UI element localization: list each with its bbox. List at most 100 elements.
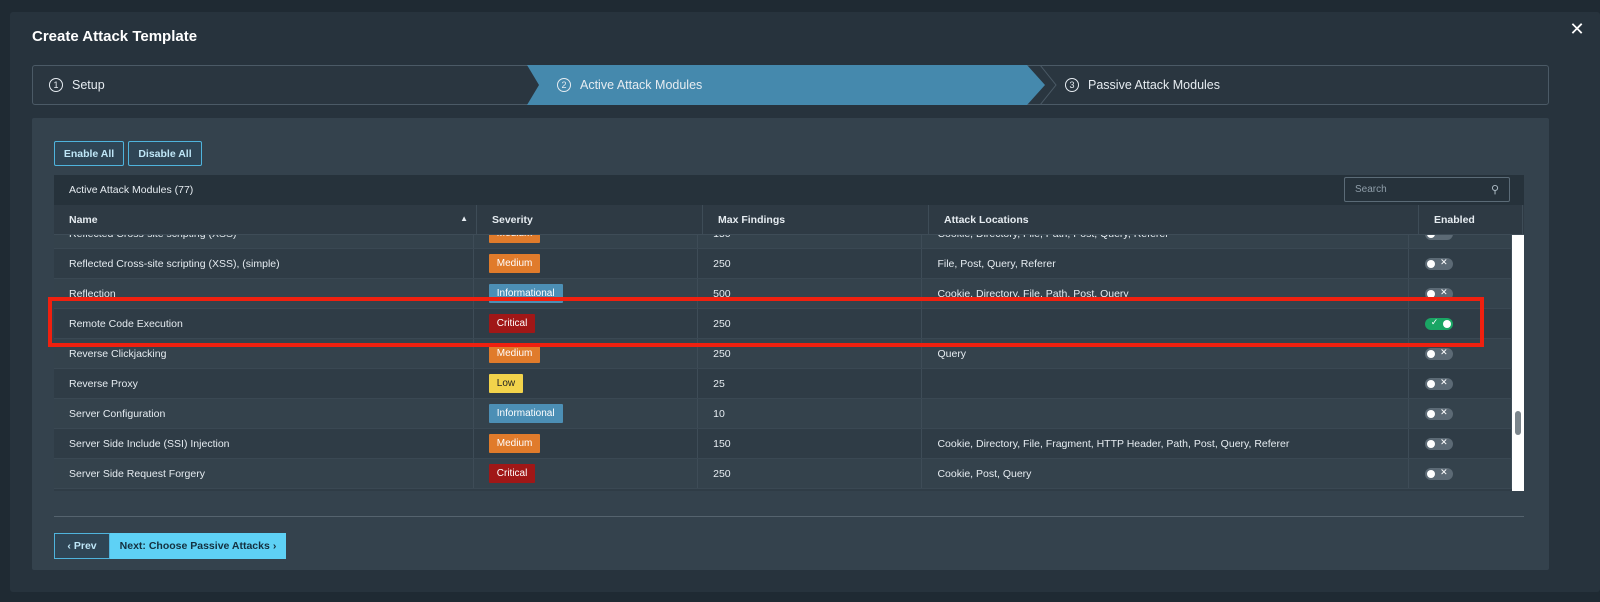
severity-cell: Critical [474,309,699,338]
max-findings: 150 [698,429,923,458]
severity-cell: Low [474,369,699,398]
step-active-attack-modules[interactable]: 2 Active Attack Modules [557,66,702,104]
severity-badge: Medium [488,434,541,453]
enabled-cell: ✕ [1409,339,1513,368]
table-scrollbar[interactable] [1512,235,1524,491]
step-number: 1 [49,78,63,92]
table-body: Reflected Cross-site scripting (XSS) Medi… [54,235,1524,491]
column-enabled[interactable]: Enabled [1419,205,1523,234]
module-name: Reflected Cross-site scripting (XSS), (s… [54,249,474,278]
enable-all-button[interactable]: Enable All [54,141,124,166]
x-icon: ✕ [1440,466,1448,477]
enabled-toggle[interactable]: ✕ [1424,466,1453,480]
x-icon: ✕ [1440,436,1448,447]
search-placeholder: Search [1355,184,1387,195]
severity-cell: Informational [474,399,699,428]
enabled-toggle[interactable]: ✓ [1424,317,1453,330]
enabled-toggle[interactable]: ✕ [1424,377,1453,390]
toggle-knob [1426,379,1435,388]
table-row: Reflection Informational 500 Cookie, Direct… [54,279,1513,309]
create-attack-template-modal: Create Attack Template ✕ 1 Setup 2 Activ… [10,12,1600,592]
enabled-toggle[interactable]: ✕ [1424,347,1453,360]
severity-cell: Medium [474,249,699,278]
toggle-knob [1442,319,1451,328]
column-max-findings[interactable]: Max Findings [703,205,929,234]
attack-locations [922,399,1409,428]
step-separator [1039,65,1057,105]
module-name: Reflected Cross-site scripting (XSS) [54,235,474,248]
search-input[interactable]: Search ⚲ [1344,177,1510,202]
next-button[interactable]: Next: Choose Passive Attacks › [110,533,286,559]
table-row: Server Configuration Informational 10 ✕ [54,399,1513,429]
attack-locations [922,309,1409,338]
step-label: Setup [72,78,105,92]
attack-locations: Cookie, Post, Query [922,459,1409,488]
max-findings: 250 [698,309,923,338]
enabled-cell: ✕ [1409,249,1513,278]
x-icon: ✕ [1440,406,1448,417]
step-label: Passive Attack Modules [1088,78,1221,92]
sort-asc-icon[interactable]: ▲ [460,214,468,223]
module-name: Reverse Proxy [54,369,474,398]
step-number: 3 [1065,78,1079,92]
severity-badge: Critical [488,314,536,333]
search-icon[interactable]: ⚲ [1490,184,1499,196]
enabled-toggle[interactable]: ✕ [1424,286,1453,300]
column-headers: Name ▲ Severity Max Findings Attack Locat… [54,205,1524,235]
close-icon[interactable]: ✕ [1569,19,1585,39]
max-findings: 150 [698,235,923,248]
attack-locations: Cookie, Directory, File, Path, Post, Que… [922,235,1409,248]
modal-title: Create Attack Template [32,28,198,45]
enabled-cell: ✕ [1409,369,1513,398]
enabled-toggle[interactable]: ✕ [1424,436,1453,450]
enabled-toggle[interactable]: ✕ [1424,256,1453,270]
scrollbar-thumb[interactable] [1515,411,1521,435]
severity-badge: Low [488,374,524,393]
severity-badge: Critical [488,464,536,483]
enabled-cell: ✕ [1409,399,1513,428]
module-name: Server Side Include (SSI) Injection [54,429,474,458]
attack-locations: Cookie, Directory, File, Fragment, HTTP … [922,429,1409,458]
severity-badge: Medium [488,235,541,243]
enabled-cell: ✕ [1409,459,1513,488]
column-name[interactable]: Name ▲ [54,205,477,234]
table-row: Server Side Request Forgery Critical 250 Co… [54,459,1513,489]
table-row: Server Side Include (SSI) Injection Mediu… [54,429,1513,459]
attack-locations [922,369,1409,398]
table-title: Active Attack Modules (77) [69,184,194,196]
attack-locations: Query [922,339,1409,368]
max-findings: 250 [698,339,923,368]
disable-all-button[interactable]: Disable All [128,141,202,166]
step-label: Active Attack Modules [580,78,703,92]
x-icon: ✕ [1440,235,1448,238]
module-name: Server Side Request Forgery [54,459,474,488]
table-row: Reflected Cross-site scripting (XSS) Medi… [54,235,1513,249]
toggle-knob [1426,289,1435,298]
severity-badge: Medium [488,344,541,363]
severity-cell: Medium [474,429,699,458]
column-severity[interactable]: Severity [477,205,703,234]
x-icon: ✕ [1440,256,1448,267]
module-name: Reverse Clickjacking [54,339,474,368]
max-findings: 250 [698,459,923,488]
toggle-knob [1426,235,1435,238]
max-findings: 500 [698,279,923,308]
severity-cell: Informational [474,279,699,308]
severity-badge: Medium [488,254,541,273]
enabled-toggle[interactable]: ✕ [1424,235,1453,240]
modules-panel: Enable All Disable All Active Attack Mod… [32,118,1549,570]
column-attack-locations[interactable]: Attack Locations [929,205,1419,234]
step-number: 2 [557,78,571,92]
chevron-left-icon: ‹ [67,540,71,552]
wizard-stepper: 1 Setup 2 Active Attack Modules 3 Passiv… [32,65,1549,105]
severity-badge: Informational [488,404,563,423]
prev-button[interactable]: ‹ Prev [54,533,110,559]
step-passive-attack-modules[interactable]: 3 Passive Attack Modules [1065,66,1220,104]
module-name: Remote Code Execution [54,309,474,338]
max-findings: 25 [698,369,923,398]
toggle-knob [1426,439,1435,448]
enabled-toggle[interactable]: ✕ [1424,406,1453,420]
x-icon: ✕ [1440,286,1448,297]
attack-locations: File, Post, Query, Referer [922,249,1409,278]
step-setup[interactable]: 1 Setup [49,66,105,104]
